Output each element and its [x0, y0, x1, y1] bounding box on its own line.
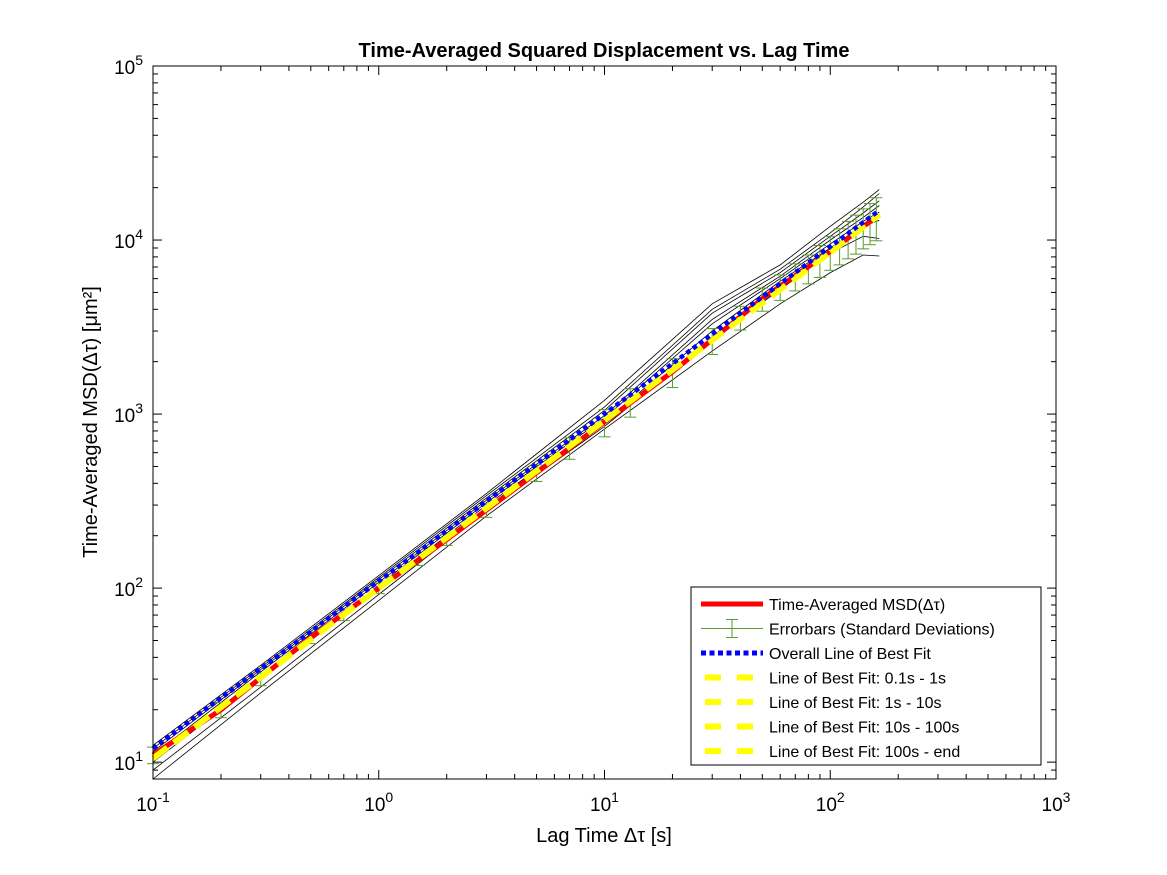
trajectory-curve-1	[152, 254, 880, 780]
axis-ticks: 10-1 100 101 102 103 101 102 103 104 105	[114, 52, 1071, 816]
legend-label: Errorbars (Standard Deviations)	[769, 622, 995, 639]
legend-label: Line of Best Fit: 10s - 100s	[769, 720, 959, 737]
legend-item: Line of Best Fit: 10s - 100s	[705, 720, 959, 737]
legend-item: Line of Best Fit: 1s - 10s	[705, 695, 942, 712]
data-series	[151, 208, 882, 761]
trajectory-curve-5	[152, 205, 880, 756]
segment-fit-line-3	[602, 249, 833, 423]
y-tick-label: 104	[114, 226, 143, 253]
y-tick-label: 103	[114, 400, 143, 427]
overall-fit-line	[151, 208, 881, 751]
chart-title: Time-Averaged Squared Displacement vs. L…	[359, 40, 850, 62]
legend-label: Time-Averaged MSD(Δτ)	[769, 597, 945, 614]
y-tick-label: 102	[114, 574, 143, 601]
legend-item: Time-Averaged MSD(Δτ)	[701, 597, 945, 614]
x-tick-label: 101	[590, 789, 619, 816]
segment-fit-line-1	[151, 585, 381, 761]
x-tick-label: 103	[1042, 789, 1071, 816]
segment-fit-line-2	[377, 417, 607, 591]
trajectory-curve-6	[152, 200, 880, 752]
legend: Time-Averaged MSD(Δτ) Errorbars (Standard…	[690, 586, 1042, 766]
legend-label: Overall Line of Best Fit	[769, 646, 931, 663]
y-tick-label: 105	[114, 52, 143, 79]
legend-label: Line of Best Fit: 1s - 10s	[769, 695, 942, 712]
trajectory-curve-8	[152, 189, 880, 746]
legend-label: Line of Best Fit: 100s - end	[769, 744, 960, 761]
x-tick-label: 102	[816, 789, 845, 816]
y-axis-label: Time-Averaged MSD(Δτ) [μm²]	[80, 286, 102, 558]
plot-area: 10-1 100 101 102 103 101 102 103 104 105	[114, 52, 1071, 816]
legend-item: Overall Line of Best Fit	[701, 646, 931, 663]
x-tick-label: 10-1	[136, 789, 170, 816]
segment-fit-line-4	[828, 212, 882, 255]
legend-label: Line of Best Fit: 0.1s - 1s	[769, 671, 946, 688]
legend-item: Line of Best Fit: 0.1s - 1s	[705, 671, 946, 688]
legend-item: Errorbars (Standard Deviations)	[701, 619, 995, 639]
legend-item: Line of Best Fit: 100s - end	[705, 744, 960, 761]
x-axis-label: Lag Time Δτ [s]	[536, 825, 672, 847]
x-tick-label: 100	[364, 789, 393, 816]
y-tick-label: 101	[114, 748, 143, 775]
